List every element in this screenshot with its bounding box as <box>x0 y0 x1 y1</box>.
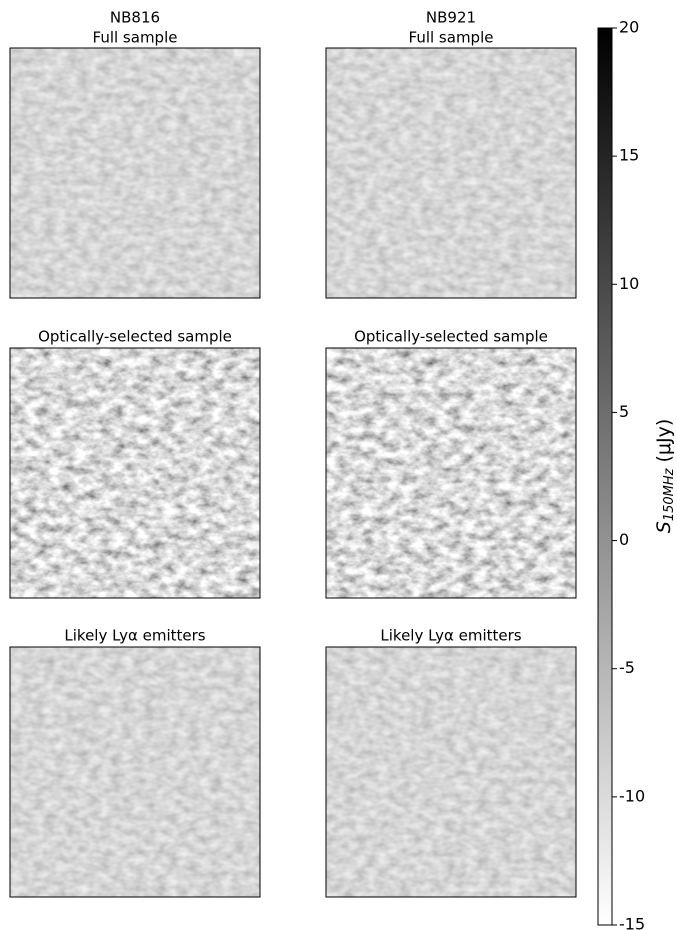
colorbar-tick-label: -5 <box>619 658 635 677</box>
panel-frame <box>325 347 577 599</box>
panel-title: Optically-selected sample <box>354 328 548 346</box>
image-panel <box>326 647 576 897</box>
panel-subtitle: Full sample <box>93 29 178 47</box>
panel-frame <box>9 47 261 299</box>
panel-title: NB921 <box>426 9 476 27</box>
colorbar-gradient <box>597 27 613 926</box>
image-panel <box>10 348 260 598</box>
colorbar-symbol: S <box>653 521 675 533</box>
colorbar-label: S150MHz (μJy) <box>653 419 677 533</box>
panel-frame <box>9 646 261 898</box>
colorbar: -15 -10 -5 0 5 10 15 20 S150MHz (μJy) <box>597 18 677 930</box>
colorbar-tick-label: 15 <box>619 146 639 165</box>
colorbar-tick-label: -10 <box>619 786 645 805</box>
panel-title: NB816 <box>110 9 160 27</box>
panel-subtitle: Full sample <box>409 29 494 47</box>
image-panel <box>10 48 260 298</box>
colorbar-tick-label: 20 <box>619 18 639 37</box>
image-panel <box>326 48 576 298</box>
panels: NB816 Full sample NB921 Full sample Opticall… <box>9 9 577 898</box>
colorbar-tick-label: 10 <box>619 274 639 293</box>
panel-title: Likely Lyα emitters <box>380 627 521 645</box>
colorbar-subscript: 150MHz <box>662 467 677 521</box>
image-panel <box>10 647 260 897</box>
panel-frame <box>325 47 577 299</box>
colorbar-unit: (μJy) <box>653 419 675 463</box>
panel-frame <box>9 347 261 599</box>
image-panel <box>326 348 576 598</box>
colorbar-tick-label: 0 <box>619 530 629 549</box>
panel-frame <box>325 646 577 898</box>
colorbar-tick-label: 5 <box>619 402 629 421</box>
colorbar-tick-label: -15 <box>619 915 645 930</box>
panel-title: Likely Lyα emitters <box>64 627 205 645</box>
panel-title: Optically-selected sample <box>38 328 232 346</box>
